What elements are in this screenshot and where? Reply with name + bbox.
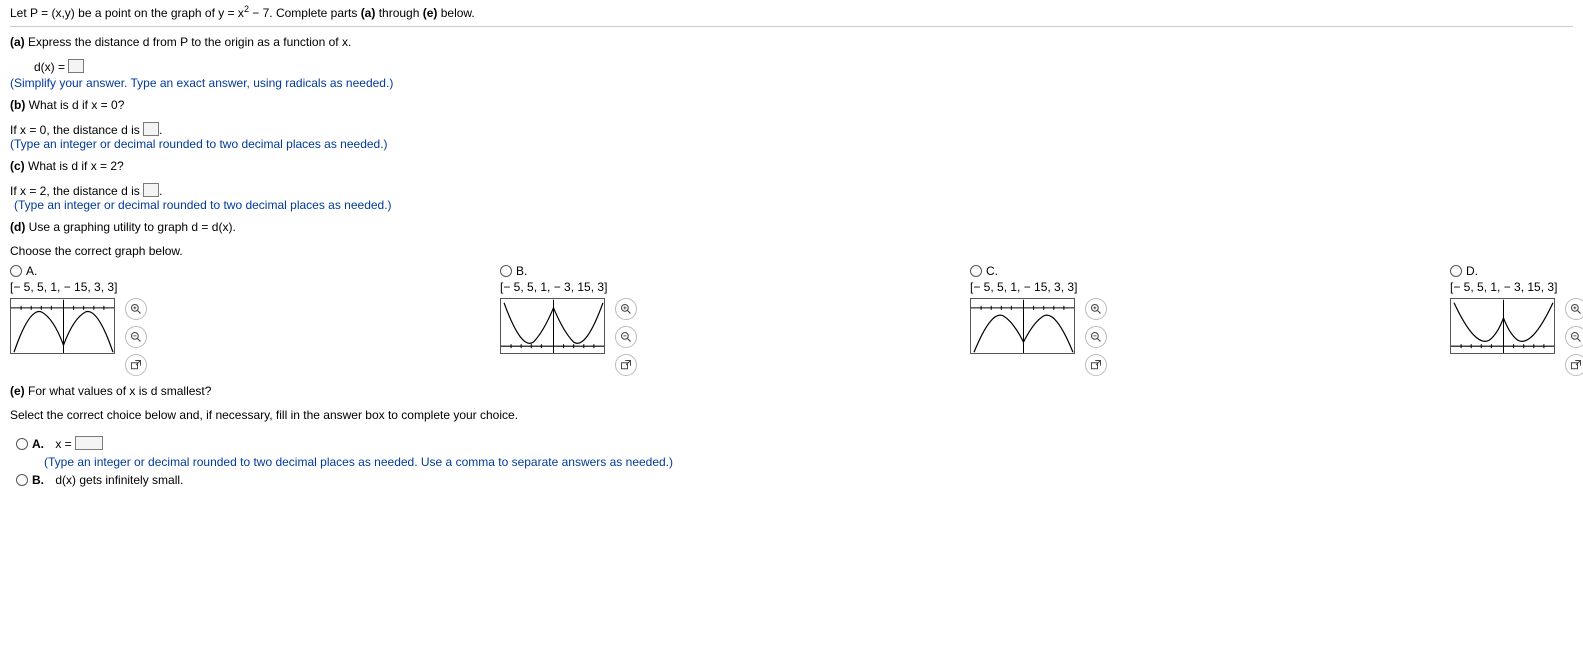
part-b-hint: (Type an integer or decimal rounded to t… [10, 137, 1573, 151]
option-d-label: D. [1466, 264, 1478, 278]
option-b-label: B. [516, 264, 527, 278]
part-d-choose: Choose the correct graph below. [10, 244, 1573, 258]
option-d: D. [− 5, 5, 1, − 3, 15, 3] [1450, 264, 1583, 376]
zoom-out-icon[interactable] [1085, 326, 1107, 348]
part-e-a-label: A. [32, 437, 52, 451]
part-a-lhs: d(x) = [34, 60, 68, 74]
popout-icon[interactable] [615, 354, 637, 376]
option-c: C. [− 5, 5, 1, − 15, 3, 3] [970, 264, 1450, 376]
option-b-radio[interactable] [500, 265, 512, 277]
option-a-label: A. [26, 264, 37, 278]
part-c-post: . [159, 184, 162, 198]
option-d-radio[interactable] [1450, 265, 1462, 277]
part-e-choice-b[interactable]: B. d(x) gets infinitely small. [16, 473, 1573, 487]
part-e-b-label: B. [32, 473, 52, 487]
part-e-a-input[interactable] [75, 436, 103, 450]
option-d-head[interactable]: D. [1450, 264, 1583, 278]
option-d-thumb [1450, 298, 1555, 354]
popout-icon[interactable] [1085, 354, 1107, 376]
popout-icon[interactable] [125, 354, 147, 376]
option-c-head[interactable]: C. [970, 264, 1450, 278]
part-c-prompt: (c) What is d if x = 2? [10, 159, 1573, 173]
part-a-hint: (Simplify your answer. Type an exact ans… [10, 76, 1573, 90]
part-c-line: If x = 2, the distance d is . [10, 183, 1573, 198]
zoom-out-icon[interactable] [125, 326, 147, 348]
popout-icon[interactable] [1565, 354, 1583, 376]
part-b-post: . [159, 123, 162, 137]
part-e-b-text: d(x) gets infinitely small. [55, 473, 183, 487]
option-c-label: C. [986, 264, 998, 278]
option-b-range: [− 5, 5, 1, − 3, 15, 3] [500, 280, 970, 294]
option-b-head[interactable]: B. [500, 264, 970, 278]
zoom-in-icon[interactable] [1565, 298, 1583, 320]
part-c-pre: If x = 2, the distance d is [10, 184, 143, 198]
part-a: (a) Express the distance d from P to the… [10, 35, 1573, 90]
part-e-instr: Select the correct choice below and, if … [10, 408, 1573, 422]
part-c: (c) What is d if x = 2? If x = 2, the di… [10, 159, 1573, 212]
zoom-out-icon[interactable] [615, 326, 637, 348]
part-e-choice-a[interactable]: A. x = [16, 436, 1573, 451]
option-c-thumb [970, 298, 1075, 354]
option-b: B. [− 5, 5, 1, − 3, 15, 3] [500, 264, 970, 376]
part-b-line: If x = 0, the distance d is . [10, 122, 1573, 137]
option-c-range: [− 5, 5, 1, − 15, 3, 3] [970, 280, 1450, 294]
part-a-equation: d(x) = [34, 59, 1573, 74]
option-a: A. [− 5, 5, 1, − 15, 3, 3] [10, 264, 500, 376]
graph-options-row: A. [− 5, 5, 1, − 15, 3, 3] [10, 264, 1573, 376]
option-d-range: [− 5, 5, 1, − 3, 15, 3] [1450, 280, 1583, 294]
part-d: (d) Use a graphing utility to graph d = … [10, 220, 1573, 376]
part-b-input[interactable] [143, 122, 159, 136]
option-a-radio[interactable] [10, 265, 22, 277]
part-c-input[interactable] [143, 183, 159, 197]
problem-intro: Let P = (x,y) be a point on the graph of… [10, 6, 1573, 27]
part-c-hint: (Type an integer or decimal rounded to t… [14, 198, 1573, 212]
part-b-pre: If x = 0, the distance d is [10, 123, 143, 137]
part-b: (b) What is d if x = 0? If x = 0, the di… [10, 98, 1573, 151]
zoom-in-icon[interactable] [125, 298, 147, 320]
zoom-in-icon[interactable] [615, 298, 637, 320]
part-e: (e) For what values of x is d smallest? … [10, 384, 1573, 487]
option-a-range: [− 5, 5, 1, − 15, 3, 3] [10, 280, 500, 294]
zoom-in-icon[interactable] [1085, 298, 1107, 320]
part-e-radio-a[interactable] [16, 438, 28, 450]
part-a-prompt: (a) Express the distance d from P to the… [10, 35, 1573, 49]
option-a-thumb [10, 298, 115, 354]
option-c-radio[interactable] [970, 265, 982, 277]
part-a-input[interactable] [68, 59, 84, 73]
option-a-head[interactable]: A. [10, 264, 500, 278]
part-b-prompt: (b) What is d if x = 0? [10, 98, 1573, 112]
part-e-prompt: (e) For what values of x is d smallest? [10, 384, 1573, 398]
part-e-radio-b[interactable] [16, 474, 28, 486]
zoom-out-icon[interactable] [1565, 326, 1583, 348]
part-d-prompt: (d) Use a graphing utility to graph d = … [10, 220, 1573, 234]
part-e-a-hint: (Type an integer or decimal rounded to t… [44, 455, 1573, 469]
part-e-a-pre: x = [55, 437, 75, 451]
option-b-thumb [500, 298, 605, 354]
